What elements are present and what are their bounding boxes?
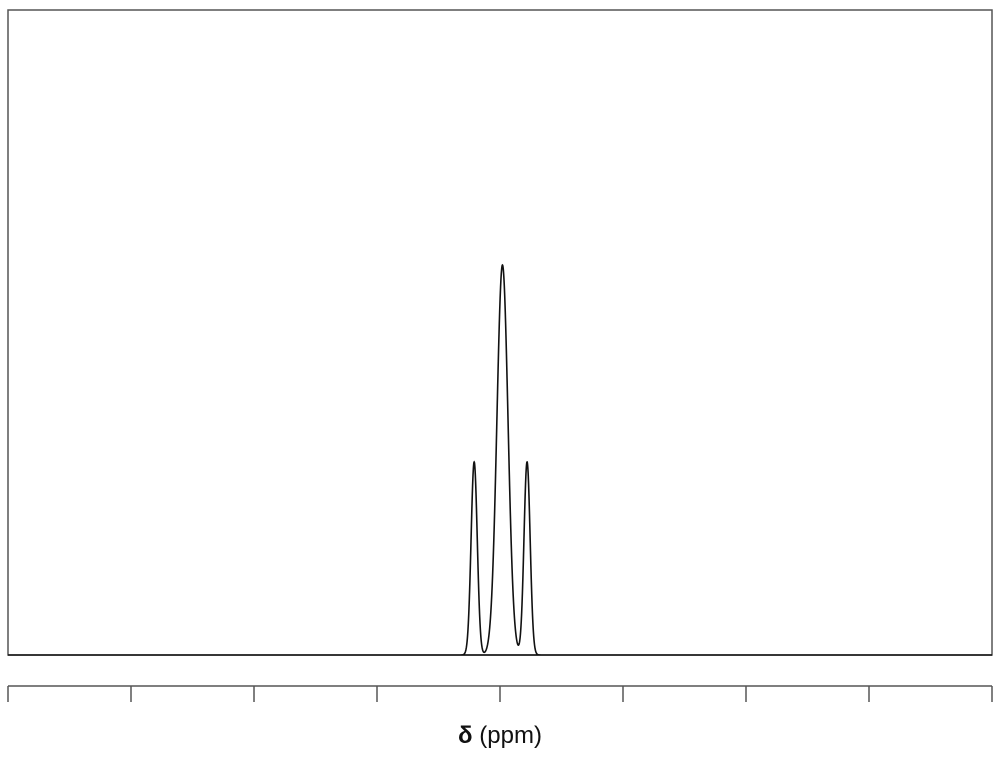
x-axis-ticks — [7, 686, 993, 702]
x-axis-symbol: δ — [458, 722, 473, 749]
x-axis-unit: (ppm) — [479, 722, 542, 749]
plot-frame — [7, 9, 993, 656]
spectrum-line — [8, 263, 992, 656]
x-axis-label: δ (ppm) — [0, 722, 1000, 750]
